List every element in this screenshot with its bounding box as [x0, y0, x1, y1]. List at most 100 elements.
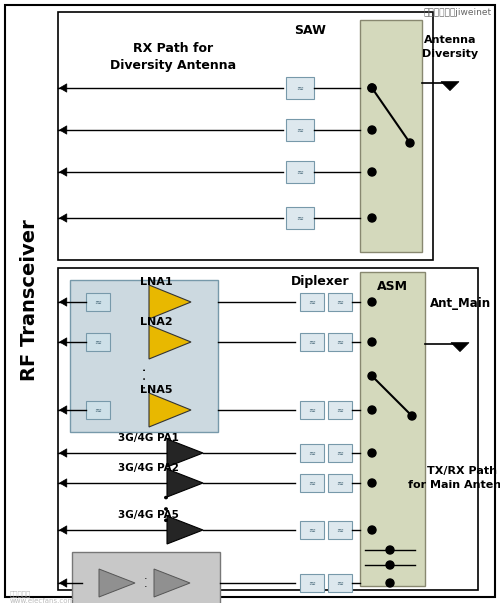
Polygon shape: [451, 343, 469, 352]
Text: ≈: ≈: [308, 338, 316, 347]
Text: ≈: ≈: [308, 449, 316, 458]
Text: LNA2: LNA2: [140, 317, 172, 327]
Bar: [300, 521, 324, 539]
Text: Antenna
Diversity: Antenna Diversity: [422, 36, 478, 58]
Text: ≈: ≈: [336, 525, 344, 534]
Polygon shape: [167, 516, 203, 544]
Circle shape: [368, 84, 376, 92]
Circle shape: [368, 126, 376, 134]
Text: ≈: ≈: [308, 297, 316, 306]
Bar: [328, 574, 352, 592]
Bar: [300, 444, 324, 462]
Polygon shape: [441, 81, 459, 90]
Text: ≈: ≈: [336, 479, 344, 487]
Polygon shape: [167, 439, 203, 467]
Bar: [328, 333, 352, 351]
Bar: [286, 119, 314, 141]
Text: ≈: ≈: [296, 83, 304, 92]
Bar: [300, 293, 324, 311]
Text: ≈: ≈: [296, 168, 304, 177]
Text: 电子发烧友
www.elecfans.com: 电子发烧友 www.elecfans.com: [10, 590, 75, 603]
Text: ≈: ≈: [336, 297, 344, 306]
Bar: [300, 401, 324, 419]
Polygon shape: [167, 469, 203, 497]
Bar: [328, 521, 352, 539]
Text: 3G/4G PA5: 3G/4G PA5: [118, 510, 178, 520]
Text: 3G/4G PA2: 3G/4G PA2: [118, 463, 178, 473]
Circle shape: [368, 168, 376, 176]
Text: ≈: ≈: [336, 578, 344, 587]
Text: LNA1: LNA1: [140, 277, 172, 287]
Circle shape: [368, 449, 376, 457]
Text: ≈: ≈: [308, 578, 316, 587]
Polygon shape: [154, 569, 190, 597]
Text: ≈: ≈: [336, 338, 344, 347]
Bar: [300, 474, 324, 492]
Bar: [328, 444, 352, 462]
Polygon shape: [149, 285, 191, 319]
Text: • • •: • • •: [162, 493, 174, 523]
Circle shape: [406, 139, 414, 147]
Bar: [360, 20, 422, 252]
Text: RX Path for
Diversity Antenna: RX Path for Diversity Antenna: [110, 42, 236, 72]
Text: Diplexer: Diplexer: [290, 276, 350, 288]
Text: ≈: ≈: [94, 338, 102, 347]
Text: · · ·: · · ·: [139, 367, 153, 389]
Bar: [72, 552, 220, 603]
Text: ≈: ≈: [336, 405, 344, 414]
Polygon shape: [60, 449, 67, 457]
Polygon shape: [60, 214, 67, 222]
Circle shape: [368, 298, 376, 306]
Bar: [86, 401, 110, 419]
Circle shape: [368, 526, 376, 534]
Text: ≈: ≈: [94, 405, 102, 414]
Text: TX/RX Path
for Main Antenna: TX/RX Path for Main Antenna: [408, 466, 500, 490]
Text: LNA5: LNA5: [140, 385, 172, 395]
Text: ≈: ≈: [296, 213, 304, 223]
Bar: [86, 333, 110, 351]
Circle shape: [368, 84, 376, 92]
Polygon shape: [60, 526, 67, 534]
Text: 3G/4G PA1: 3G/4G PA1: [118, 433, 178, 443]
Text: ≈: ≈: [308, 525, 316, 534]
Text: Ant_Main: Ant_Main: [430, 297, 490, 309]
Text: ≈: ≈: [308, 405, 316, 414]
Circle shape: [386, 561, 394, 569]
Bar: [58, 12, 433, 260]
Text: ASM: ASM: [377, 280, 408, 292]
Polygon shape: [60, 168, 67, 176]
Polygon shape: [60, 338, 67, 346]
Polygon shape: [60, 479, 67, 487]
Polygon shape: [99, 569, 135, 597]
Bar: [286, 207, 314, 229]
Text: ≈: ≈: [336, 449, 344, 458]
Polygon shape: [60, 84, 67, 92]
Bar: [328, 401, 352, 419]
Bar: [328, 293, 352, 311]
Bar: [58, 268, 478, 590]
Bar: [70, 280, 218, 432]
Polygon shape: [60, 126, 67, 134]
Bar: [286, 161, 314, 183]
Text: RF Transceiver: RF Transceiver: [20, 219, 40, 381]
Bar: [300, 574, 324, 592]
Bar: [286, 77, 314, 99]
Text: ≈: ≈: [296, 125, 304, 134]
Text: SAW: SAW: [294, 24, 326, 37]
Circle shape: [368, 372, 376, 380]
Bar: [360, 272, 425, 586]
Polygon shape: [60, 579, 67, 587]
Bar: [300, 333, 324, 351]
Polygon shape: [60, 406, 67, 414]
Circle shape: [408, 412, 416, 420]
Text: ·
·: · ·: [144, 574, 148, 592]
Circle shape: [368, 338, 376, 346]
Polygon shape: [60, 298, 67, 306]
Text: ≈: ≈: [308, 479, 316, 487]
Circle shape: [386, 546, 394, 554]
Circle shape: [386, 579, 394, 587]
Bar: [328, 474, 352, 492]
Polygon shape: [149, 393, 191, 427]
Circle shape: [368, 406, 376, 414]
Circle shape: [368, 214, 376, 222]
